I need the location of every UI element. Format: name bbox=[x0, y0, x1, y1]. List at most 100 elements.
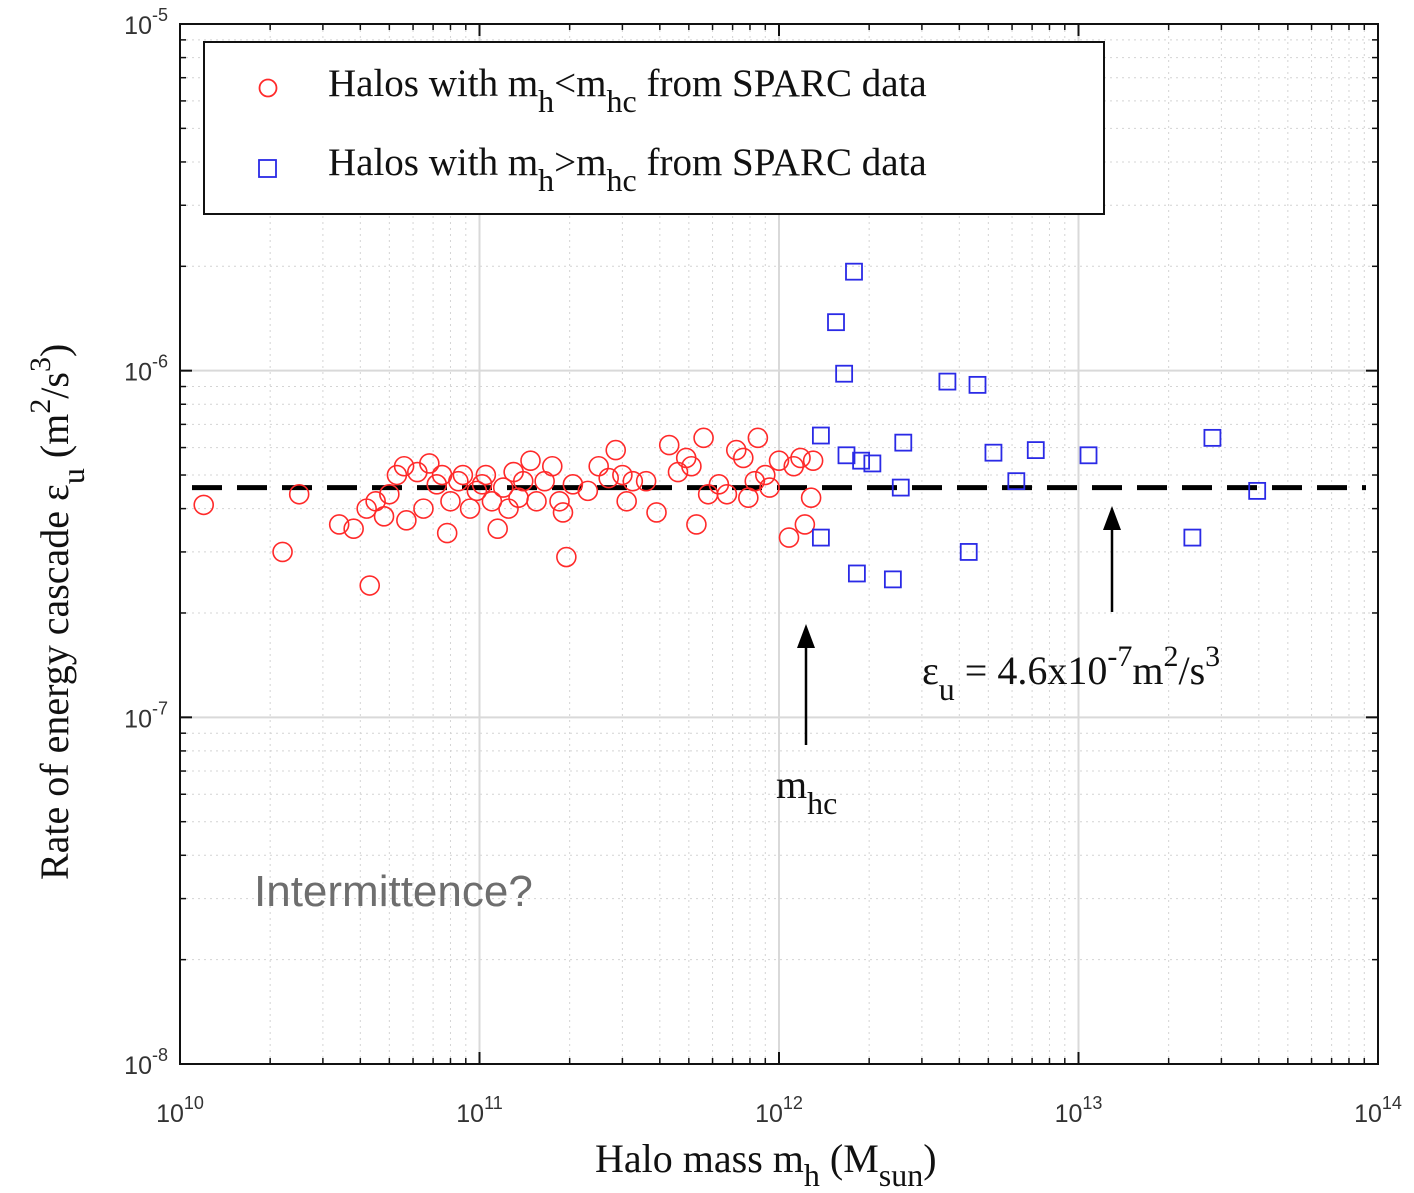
data-point-square bbox=[1183, 528, 1202, 547]
data-point-circle bbox=[379, 483, 400, 505]
data-point-circle bbox=[452, 464, 474, 486]
y-axis-label: Rate of energy cascade εu (m2/s3) bbox=[24, 344, 91, 880]
arrow-eps-head bbox=[1103, 506, 1121, 530]
data-point-circle bbox=[288, 483, 310, 505]
data-point-circle bbox=[616, 490, 637, 512]
data-point-circle bbox=[520, 450, 541, 471]
data-point-circle bbox=[541, 455, 563, 477]
tick-labels: 1010 1011 1012 1013 1014 10-8 10-7 10-6 10-5 bbox=[124, 5, 1402, 1128]
data-point-circle bbox=[475, 464, 497, 486]
data-point-square bbox=[1007, 472, 1026, 491]
data-point-circle bbox=[487, 518, 508, 540]
data-point-circle bbox=[552, 502, 574, 523]
x-tick-label: 1010 bbox=[156, 1093, 204, 1128]
data-point-circle bbox=[744, 470, 766, 492]
data-point-circle bbox=[800, 487, 822, 509]
legend-marker-circle bbox=[258, 78, 278, 98]
legend: Halos with mh<mhc from SPARC data Halos … bbox=[203, 41, 1105, 215]
data-point-circle bbox=[725, 439, 747, 461]
data-point-circle bbox=[612, 464, 633, 486]
data-point-circle bbox=[783, 455, 805, 477]
data-point-square bbox=[863, 454, 882, 473]
data-point-square bbox=[883, 570, 902, 589]
data-point-circle bbox=[658, 434, 680, 456]
data-point-circle bbox=[577, 480, 599, 502]
data-point-circle bbox=[419, 453, 440, 474]
x-tick-label: 1014 bbox=[1354, 1093, 1402, 1128]
data-point-circle bbox=[605, 439, 627, 461]
data-point-circle bbox=[790, 447, 811, 469]
data-points bbox=[193, 262, 1267, 596]
y-tick-label: 10-8 bbox=[124, 1045, 168, 1080]
data-point-circle bbox=[549, 490, 570, 512]
data-point-circle bbox=[193, 494, 215, 516]
data-point-circle bbox=[526, 490, 547, 512]
data-point-circle bbox=[754, 464, 776, 486]
data-point-square bbox=[852, 451, 871, 470]
data-point-circle bbox=[448, 470, 469, 492]
data-point-circle bbox=[686, 514, 707, 535]
tick-marks bbox=[179, 23, 1379, 1065]
x-tick-label: 1013 bbox=[1055, 1093, 1103, 1128]
data-point-circle bbox=[622, 470, 644, 492]
data-point-circle bbox=[440, 490, 461, 512]
data-point-circle bbox=[768, 450, 790, 471]
data-point-circle bbox=[747, 427, 769, 449]
data-point-square bbox=[1079, 446, 1098, 465]
data-point-circle bbox=[598, 467, 619, 489]
data-point-circle bbox=[635, 470, 657, 492]
data-point-circle bbox=[512, 470, 534, 492]
data-point-square bbox=[837, 446, 856, 465]
data-point-circle bbox=[498, 498, 519, 519]
data-point-circle bbox=[373, 506, 395, 527]
data-point-circle bbox=[556, 546, 577, 568]
data-point-circle bbox=[716, 483, 738, 505]
data-point-circle bbox=[492, 477, 514, 498]
data-point-square bbox=[811, 426, 830, 445]
data-point-circle bbox=[733, 447, 754, 469]
data-point-square bbox=[845, 262, 863, 281]
data-point-circle bbox=[588, 455, 609, 477]
data-point-square bbox=[835, 364, 854, 383]
data-point-circle bbox=[562, 474, 584, 495]
data-point-circle bbox=[466, 480, 488, 502]
data-point-square bbox=[959, 543, 978, 561]
data-point-circle bbox=[436, 522, 458, 544]
x-tick-label: 1012 bbox=[755, 1093, 803, 1128]
data-point-circle bbox=[778, 527, 800, 548]
x-axis-label: Halo mass mh (Msun) bbox=[595, 1136, 937, 1193]
data-point-circle bbox=[693, 427, 714, 449]
y-tick-label: 10-7 bbox=[124, 698, 168, 733]
data-point-circle bbox=[759, 477, 780, 498]
annotation-mhc: mhc bbox=[776, 762, 837, 821]
legend-entry-0: Halos with mh<mhc from SPARC data bbox=[328, 62, 927, 119]
y-tick-label: 10-6 bbox=[124, 352, 168, 387]
data-point-square bbox=[891, 478, 910, 497]
data-point-circle bbox=[471, 474, 493, 495]
data-point-square bbox=[1026, 441, 1045, 460]
data-point-square bbox=[847, 564, 866, 583]
data-point-circle bbox=[393, 455, 415, 477]
data-point-circle bbox=[413, 498, 434, 519]
legend-marker-square bbox=[258, 159, 277, 178]
annotation-intermittence: Intermittence? bbox=[254, 867, 533, 916]
x-tick-label: 1011 bbox=[456, 1093, 503, 1128]
data-point-circle bbox=[534, 470, 555, 492]
data-point-square bbox=[1248, 481, 1267, 500]
data-point-square bbox=[938, 372, 957, 391]
data-point-circle bbox=[396, 510, 417, 531]
data-point-circle bbox=[343, 518, 364, 540]
legend-box bbox=[203, 41, 1105, 215]
data-point-circle bbox=[646, 502, 667, 523]
data-point-square bbox=[984, 443, 1003, 462]
data-point-circle bbox=[272, 541, 293, 563]
data-point-circle bbox=[802, 450, 824, 471]
data-point-square bbox=[811, 528, 830, 547]
data-point-circle bbox=[459, 498, 481, 519]
data-point-square bbox=[894, 433, 913, 452]
data-point-circle bbox=[359, 575, 381, 596]
data-point-square bbox=[968, 375, 987, 394]
legend-entry-1: Halos with mh>mhc from SPARC data bbox=[328, 141, 927, 198]
arrow-mhc-head bbox=[797, 624, 815, 648]
